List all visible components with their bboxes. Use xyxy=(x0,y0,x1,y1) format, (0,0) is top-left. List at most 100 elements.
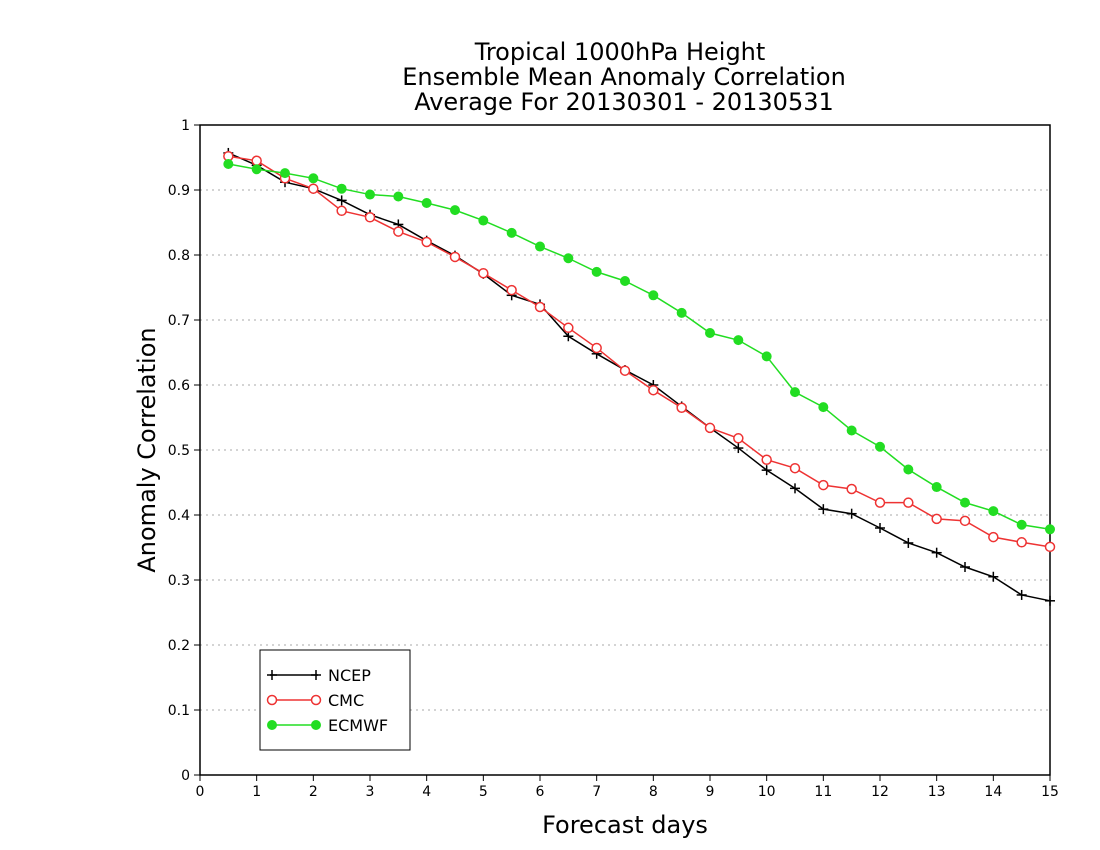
data-point-cmc xyxy=(1016,537,1027,548)
data-point-ecmwf xyxy=(648,290,659,301)
data-point-cmc xyxy=(1044,541,1056,553)
x-tick-label: 2 xyxy=(309,784,318,800)
data-point-ecmwf xyxy=(931,482,942,493)
data-point-ncep xyxy=(818,504,829,515)
data-point-cmc xyxy=(478,267,489,279)
data-point-ecmwf xyxy=(591,266,602,277)
data-point-ecmwf xyxy=(1045,524,1055,535)
legend-label-ecmwf: ECMWF xyxy=(328,716,388,735)
y-tick-label: 0.8 xyxy=(168,248,190,264)
data-point-cmc xyxy=(648,384,659,396)
data-point-ecmwf xyxy=(308,173,319,184)
x-tick-label: 0 xyxy=(196,784,205,800)
y-tick-label: 0.5 xyxy=(168,443,190,459)
data-point-ecmwf xyxy=(223,159,234,169)
x-tick-label: 13 xyxy=(928,784,946,800)
y-tick-label: 0 xyxy=(181,768,190,784)
data-point-ncep xyxy=(875,523,885,533)
data-point-ecmwf xyxy=(1016,519,1027,530)
data-point-ecmwf xyxy=(790,387,800,398)
data-point-ecmwf xyxy=(960,497,970,508)
data-point-cmc xyxy=(591,342,602,354)
data-point-ncep xyxy=(960,562,970,572)
y-tick-label: 0.7 xyxy=(168,313,190,329)
data-point-ecmwf xyxy=(365,189,375,200)
series-ncep xyxy=(223,147,1055,606)
data-point-ecmwf xyxy=(733,335,744,346)
data-point-ncep xyxy=(988,571,999,582)
data-series xyxy=(223,147,1056,606)
data-point-cmc xyxy=(874,497,886,508)
x-tick-label: 6 xyxy=(536,784,545,800)
data-point-ecmwf xyxy=(988,506,999,517)
data-point-ecmwf xyxy=(393,191,404,202)
data-point-ncep xyxy=(761,465,772,476)
x-tick-label: 8 xyxy=(649,784,658,800)
x-tick-label: 7 xyxy=(592,784,601,800)
series-line-ncep xyxy=(228,152,1051,602)
x-tick-label: 5 xyxy=(479,784,488,800)
chart-title-line-2: Ensemble Mean Anomaly Correlation xyxy=(402,63,846,91)
data-point-cmc xyxy=(846,483,857,495)
legend-marker-ncep xyxy=(267,670,277,680)
legend-marker-ecmwf xyxy=(267,720,277,730)
data-point-cmc xyxy=(931,513,942,525)
x-tick-label: 15 xyxy=(1041,784,1059,800)
data-point-ecmwf xyxy=(846,425,857,436)
data-point-ecmwf xyxy=(875,441,885,452)
data-point-cmc xyxy=(704,422,716,434)
x-tick-label: 12 xyxy=(871,784,889,800)
y-tick-label: 0.4 xyxy=(168,508,190,524)
x-tick-label: 11 xyxy=(814,784,832,800)
data-point-ncep xyxy=(336,195,347,206)
data-point-ncep xyxy=(931,547,942,558)
data-point-ecmwf xyxy=(251,164,262,175)
data-point-cmc xyxy=(619,365,631,376)
axis-ticks: 00.10.20.30.40.50.60.70.80.910 1 2 3 4 5 6 7 8 9 1… xyxy=(168,118,1059,800)
data-point-cmc xyxy=(761,454,772,465)
data-point-cmc xyxy=(449,251,461,263)
data-point-cmc xyxy=(733,433,744,444)
x-tick-label: 10 xyxy=(758,784,776,800)
legend-marker-ecmwf xyxy=(311,720,321,730)
x-tick-label: 9 xyxy=(706,784,715,800)
series-cmc xyxy=(223,150,1056,553)
data-point-ncep xyxy=(733,443,744,454)
x-axis-label: Forecast days xyxy=(542,811,708,839)
chart-title-line-3: Average For 20130301 - 20130531 xyxy=(414,88,834,116)
x-tick-label: 14 xyxy=(984,784,1002,800)
series-line-cmc xyxy=(228,155,1051,548)
data-point-ecmwf xyxy=(903,464,914,475)
series-ecmwf xyxy=(223,159,1055,535)
data-point-cmc xyxy=(336,205,347,217)
data-point-ncep xyxy=(1016,589,1027,600)
data-point-ncep xyxy=(1045,595,1055,606)
y-tick-label: 0.1 xyxy=(168,703,190,719)
legend-marker-ncep xyxy=(311,670,321,680)
data-point-cmc xyxy=(563,322,574,334)
series-line-ecmwf xyxy=(228,163,1051,531)
x-tick-label: 4 xyxy=(422,784,431,800)
data-point-cmc xyxy=(534,301,546,313)
y-tick-label: 0.9 xyxy=(168,183,190,199)
y-tick-label: 1 xyxy=(181,118,190,134)
legend-label-ncep: NCEP xyxy=(328,666,371,685)
x-tick-label: 1 xyxy=(252,784,261,800)
data-point-ecmwf xyxy=(336,183,347,194)
data-point-cmc xyxy=(959,515,971,527)
data-point-cmc xyxy=(676,402,687,413)
legend-entry-cmc: CMC xyxy=(266,691,364,710)
data-point-ncep xyxy=(846,508,857,519)
legend-entry-ecmwf: ECMWF xyxy=(267,716,388,735)
y-tick-label: 0.3 xyxy=(168,573,190,589)
data-point-ecmwf xyxy=(676,307,687,318)
data-point-cmc xyxy=(789,462,801,474)
data-point-ecmwf xyxy=(450,205,460,216)
data-point-cmc xyxy=(393,226,404,237)
data-point-cmc xyxy=(988,531,999,543)
legend-marker-cmc xyxy=(310,694,322,706)
data-point-ecmwf xyxy=(761,351,772,362)
data-point-cmc xyxy=(818,479,829,491)
